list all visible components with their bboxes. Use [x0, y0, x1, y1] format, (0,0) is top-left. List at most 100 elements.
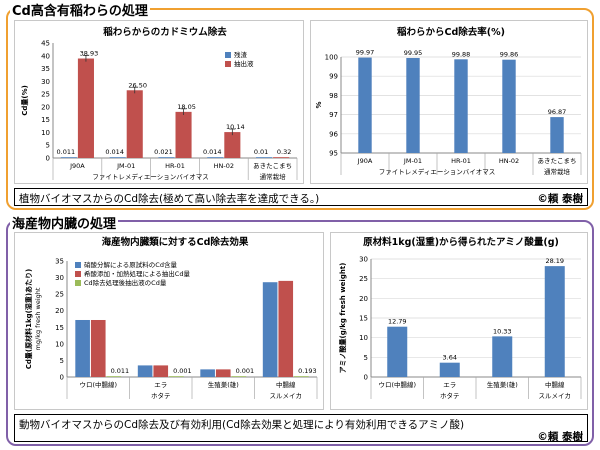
- x-tick-label: HR-01: [165, 162, 185, 170]
- data-label: 99.88: [452, 50, 471, 58]
- bar: [137, 365, 153, 377]
- seafood-cd-chart: 海産物内臓類に対するCd除去効果 0 5 10 15 20 25 30 35 Cd量(原材料1kg…: [14, 232, 324, 410]
- y-tick-label: 10: [55, 340, 64, 348]
- bar: [544, 266, 565, 377]
- bar: [126, 90, 143, 158]
- bar: [200, 369, 215, 377]
- y-tick-label: 15: [359, 315, 368, 323]
- bar: [294, 376, 309, 377]
- legend-swatch: [225, 61, 231, 67]
- data-label: 99.95: [404, 49, 423, 57]
- bar: [387, 326, 408, 377]
- chart-title: 稲わらからCd除去率(%): [397, 26, 505, 38]
- data-label: 28.19: [545, 257, 564, 265]
- y-tick-label: 25: [359, 275, 368, 283]
- amino-acid-chart-svg: 原材料1kg(湿重)から得られたアミノ酸量(g) 0 5 10 15 20 25 30 アミノ酸…: [338, 236, 582, 400]
- top-section-title: Cd高含有稲わらの処理: [10, 0, 150, 19]
- x-tick-label: ウロ(中腸線): [79, 380, 117, 389]
- y-tick-label: 5: [46, 142, 50, 150]
- group-label: ファイトレメディエーションバイオマス: [92, 172, 208, 181]
- group-label: ファイトレメディエーションバイオマス: [379, 167, 495, 176]
- bar: [60, 157, 77, 158]
- y-tick-label: 30: [55, 274, 64, 282]
- chart-title: 原材料1kg(湿重)から得られたアミノ酸量(g): [363, 236, 559, 248]
- x-tick-label: J90A: [69, 162, 85, 170]
- bar: [358, 57, 372, 153]
- y-tick-label: 97: [329, 111, 338, 119]
- y-axis-label: %: [315, 101, 323, 108]
- legend-swatch: [225, 52, 231, 58]
- bar: [169, 376, 184, 377]
- bar: [109, 157, 126, 158]
- bar: [454, 59, 468, 153]
- y-tick-label: 30: [359, 256, 368, 264]
- data-label: 18.05: [177, 103, 196, 111]
- bar: [492, 336, 513, 377]
- legend-label: 硝酸分解による原試料のCd含量: [84, 260, 177, 269]
- data-label: 0.001: [173, 367, 192, 375]
- top-caption-author: ©頼 泰樹: [537, 193, 583, 205]
- x-tick-label: あきたこまち: [253, 162, 292, 170]
- bar: [262, 282, 278, 377]
- legend-label: Cd除去処理後抽出液のCd量: [84, 278, 167, 287]
- y-axis-label: Cd量(原材料1kg(湿重)あたり): [24, 269, 33, 369]
- bar: [106, 376, 122, 377]
- cd-removal-rate-chart: 稲わらからCd除去率(%) 95 96 97 98 99 100% J90A 99.97 JM-0…: [310, 20, 588, 184]
- bar: [406, 57, 420, 153]
- y-tick-label: 0: [60, 374, 64, 382]
- y-tick-label: 0: [364, 374, 368, 382]
- y-tick-label: 15: [55, 324, 64, 332]
- bar: [273, 157, 290, 158]
- x-tick-label: 中腸線: [545, 380, 565, 389]
- group-label: スルメイカ: [270, 392, 303, 400]
- y-tick-label: 95: [329, 150, 338, 158]
- bar: [90, 319, 106, 377]
- bottom-caption-author: ©頼 泰樹: [537, 431, 583, 443]
- y-tick-label: 100: [325, 54, 338, 62]
- bottom-caption: 動物バイオマスからのCd除去及び有効利用(Cd除去効果と処理により有効利用できる…: [14, 414, 588, 443]
- y-axis-label: アミノ酸量(g/kg fresh weight): [338, 263, 347, 374]
- x-tick-label: HN-02: [214, 162, 234, 170]
- bar: [278, 280, 294, 377]
- bar: [439, 362, 460, 377]
- y-tick-label: 40: [41, 52, 50, 60]
- cd-removal-chart: 稲わらからのカドミウム除去 0 5 10 15 20 25 30 35 40 45 Cd量(%) J90…: [14, 20, 304, 184]
- bar: [75, 319, 90, 377]
- y-tick-label: 35: [41, 65, 50, 73]
- x-tick-label: 生殖巣(雄): [487, 380, 518, 389]
- y-tick-label: 10: [41, 129, 50, 137]
- data-label: 3.64: [443, 354, 457, 362]
- x-tick-label: あきたこまち: [538, 157, 577, 165]
- group-label: ホタテ: [151, 391, 171, 400]
- x-tick-label: JM-01: [116, 162, 135, 170]
- data-label: 99.97: [356, 49, 375, 57]
- group-label: 通常栽培: [260, 172, 287, 181]
- data-label: 0.001: [236, 367, 255, 375]
- y-tick-label: 45: [41, 40, 50, 48]
- y-tick-label: 25: [41, 91, 50, 99]
- data-label: 0.32: [277, 148, 291, 156]
- bar: [550, 117, 564, 153]
- data-label: 0.193: [298, 367, 317, 375]
- y-tick-label: 15: [41, 116, 50, 124]
- bar: [207, 157, 224, 158]
- x-tick-label: HR-01: [451, 157, 471, 165]
- group-label: スルメイカ: [539, 392, 572, 400]
- legend-swatch: [75, 280, 81, 286]
- y-tick-label: 20: [359, 295, 368, 303]
- legend-label: 残渣: [234, 50, 248, 59]
- data-label: 96.87: [548, 108, 567, 116]
- y-axis-label-unit: mg/kg fresh weight: [34, 287, 42, 350]
- seafood-cd-chart-svg: 海産物内臓類に対するCd除去効果 0 5 10 15 20 25 30 35 Cd量(原材料1kg…: [24, 236, 318, 400]
- y-tick-label: 20: [55, 307, 64, 315]
- y-tick-label: 5: [60, 357, 64, 365]
- cd-removal-chart-svg: 稲わらからのカドミウム除去 0 5 10 15 20 25 30 35 40 45 Cd量(%) J90…: [20, 26, 298, 181]
- y-tick-label: 5: [364, 354, 368, 362]
- bottom-section-title: 海産物内臓の処理: [10, 213, 119, 232]
- bar: [224, 132, 241, 158]
- data-label: 10.33: [493, 327, 512, 335]
- top-caption: 植物バイオマスからのCd除去(極めて高い除去率を達成できる。) ©頼 泰樹: [14, 188, 588, 206]
- bottom-caption-text: 動物バイオマスからのCd除去及び有効利用(Cd除去効果と処理により有効利用できる…: [19, 419, 465, 431]
- x-tick-label: 生殖巣(雄): [208, 380, 239, 389]
- data-label: 26.50: [128, 81, 147, 89]
